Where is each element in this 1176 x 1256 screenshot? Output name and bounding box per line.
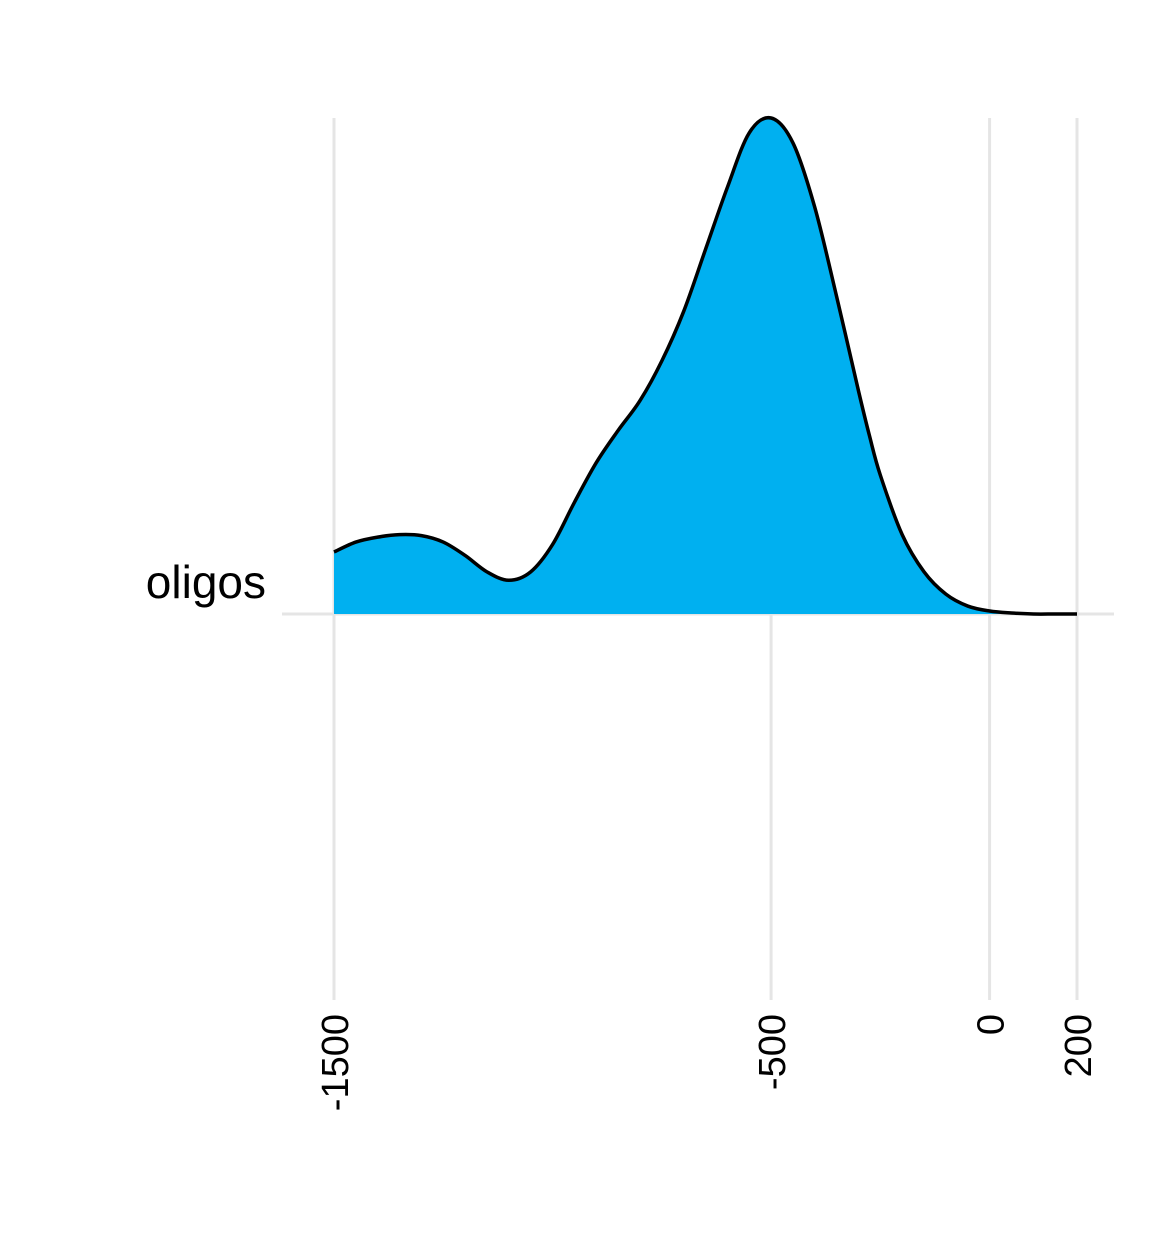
density-outline xyxy=(333,115,1077,616)
density-fill xyxy=(334,117,1077,615)
x-tick-label: 0 xyxy=(971,1014,1013,1035)
x-tick-label: -1500 xyxy=(315,1014,357,1111)
category-label: oligos xyxy=(146,556,266,608)
x-tick-label: -500 xyxy=(752,1014,794,1090)
density-area-layer xyxy=(333,115,1077,616)
label-layer: -1500 -500 0 200 oligos xyxy=(146,556,1100,1111)
x-tick-label: 200 xyxy=(1058,1014,1100,1077)
